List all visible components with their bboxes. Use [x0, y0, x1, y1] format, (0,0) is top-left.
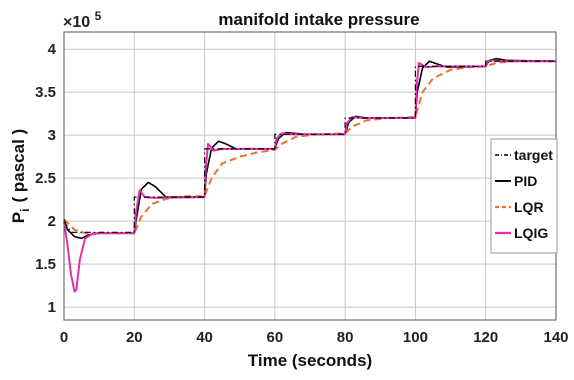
y-tick-label: 2: [48, 213, 56, 230]
legend-label-pid: PID: [514, 173, 537, 189]
y-tick-label: 1.5: [35, 256, 56, 273]
x-tick-label: 100: [403, 329, 428, 346]
y-multiplier-exponent: 5: [95, 9, 102, 23]
y-multiplier: ×10 5: [63, 9, 102, 31]
x-tick-label: 0: [60, 329, 68, 346]
legend: target PID LQR LQIG: [490, 138, 558, 254]
y-tick-label: 2.5: [35, 170, 56, 187]
x-tick-label: 20: [126, 329, 143, 346]
x-tick-label: 120: [473, 329, 498, 346]
y-multiplier-base: ×10: [63, 14, 90, 31]
chart-title: manifold intake pressure: [218, 10, 419, 29]
y-axis-label: Pi ( pascal ): [9, 129, 32, 223]
x-tick-label: 140: [543, 329, 568, 346]
grid: [63, 32, 557, 320]
series-line-lqr: [63, 60, 556, 235]
legend-label-target: target: [514, 147, 553, 163]
y-tick-label: 1: [48, 299, 56, 316]
y-tick-label: 4: [48, 41, 57, 58]
series-line-lqig: [63, 59, 556, 293]
legend-label-lqig: LQIG: [514, 225, 548, 241]
plot-frame: [63, 31, 557, 321]
legend-label-lqr: LQR: [514, 199, 544, 215]
x-tick-label: 80: [337, 329, 354, 346]
x-tick-label: 60: [267, 329, 284, 346]
x-tick-label: 40: [196, 329, 213, 346]
y-tick-label: 3.5: [35, 84, 56, 101]
y-axis-label-unit: ( pascal ): [9, 129, 28, 203]
x-axis-label: Time (seconds): [248, 351, 372, 370]
series-group: [63, 57, 557, 293]
tick-labels: 0 20 40 60 80 100 120 140 1 1.5 2 2.5 3 3.5 4: [35, 41, 568, 346]
series-line-pid: [63, 57, 557, 240]
y-tick-label: 3: [48, 127, 56, 144]
y-axis-label-sub: i: [18, 209, 32, 212]
y-axis-label-main: P: [9, 212, 28, 223]
series-line-target: [63, 60, 556, 233]
